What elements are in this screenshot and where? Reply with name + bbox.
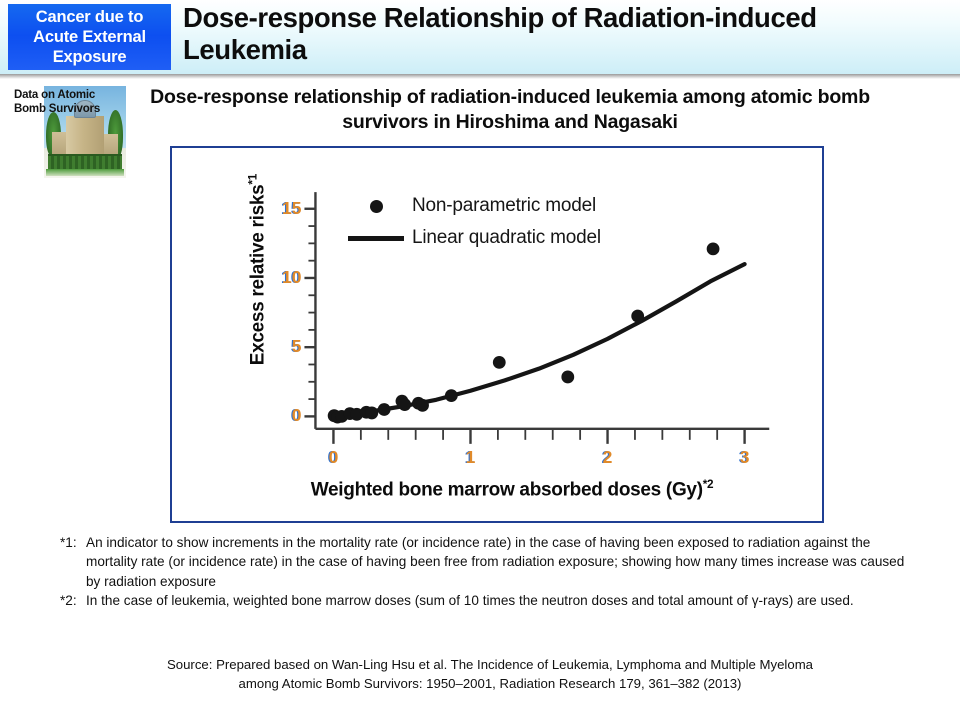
category-tag-box: Cancer due to Acute External Exposure [8,4,171,70]
y-tick-label: 10 [281,266,302,287]
x-axis-label-superscript: *2 [702,478,714,491]
plot-area: 0 5 10 15 0 1 2 3 Excess relative risks*1 Weigh… [172,148,822,521]
sidebar-thumbnail-label: Data on Atomic Bomb Survivors [14,89,101,116]
sidebar-thumbnail: Data on Atomic Bomb Survivors [14,86,126,178]
x-tick-label: 1 [465,446,476,467]
x-tick-label: 3 [739,446,750,467]
category-tag-label: Cancer due to Acute External Exposure [33,7,146,67]
dome-building [66,116,104,156]
footnote-row: *1: An indicator to show increments in th… [60,533,920,591]
x-tick-label: 0 [328,446,339,467]
footnote-marker: *1: [60,535,77,550]
legend-label-linear-quadratic: Linear quadratic model [412,227,601,248]
y-axis-label: Excess relative risks*1 [246,160,269,380]
chart-svg [304,192,770,444]
chart-container: 0 5 10 15 0 1 2 3 Excess relative risks*1 Weigh… [170,146,824,523]
grass [46,169,124,176]
dome-wing-right [100,134,118,156]
header-divider-shadow [0,74,960,79]
y-axis-label-text: Excess relative risks [247,184,269,366]
footnote-marker: *2: [60,592,77,608]
linear-quadratic-model-curve [331,262,747,418]
chart-legend: Non-parametric model Linear quadratic mo… [340,190,601,254]
legend-line-marker [340,235,412,241]
footnote-text: An indicator to show increments in the m… [86,535,905,589]
a-bomb-dome-image [44,86,126,178]
x-tick-label: 2 [602,446,613,467]
y-tick-label: 0 [291,405,302,426]
y-tick-label: 15 [281,197,302,218]
y-tick-label: 5 [291,336,302,357]
chart-subtitle: Dose-response relationship of radiation-… [150,86,870,133]
legend-label-non-parametric: Non-parametric model [412,195,596,216]
footnote-text: In the case of leukemia, weighted bone m… [86,592,854,608]
dome-cupola [74,100,96,118]
non-parametric-model-points [327,242,720,424]
legend-item-linear-quadratic: Linear quadratic model [340,222,601,254]
legend-dot-marker [340,199,412,213]
y-axis-label-superscript: *1 [246,174,260,185]
line-marker-icon [348,235,404,241]
x-axis-label: Weighted bone marrow absorbed doses (Gy)… [232,478,792,501]
source-citation: Source: Prepared based on Wan-Ling Hsu e… [166,657,814,692]
footnotes: *1: An indicator to show increments in th… [60,533,920,610]
dome-wing-left [52,132,69,156]
footnote-row: *2: In the case of leukemia, weighted bon… [60,591,920,610]
chart-axes [304,192,770,444]
legend-item-non-parametric: Non-parametric model [340,190,601,222]
x-axis-label-text: Weighted bone marrow absorbed doses (Gy) [310,479,703,501]
page-title: Dose-response Relationship of Radiation-… [183,2,817,66]
circle-marker-icon [369,199,383,213]
